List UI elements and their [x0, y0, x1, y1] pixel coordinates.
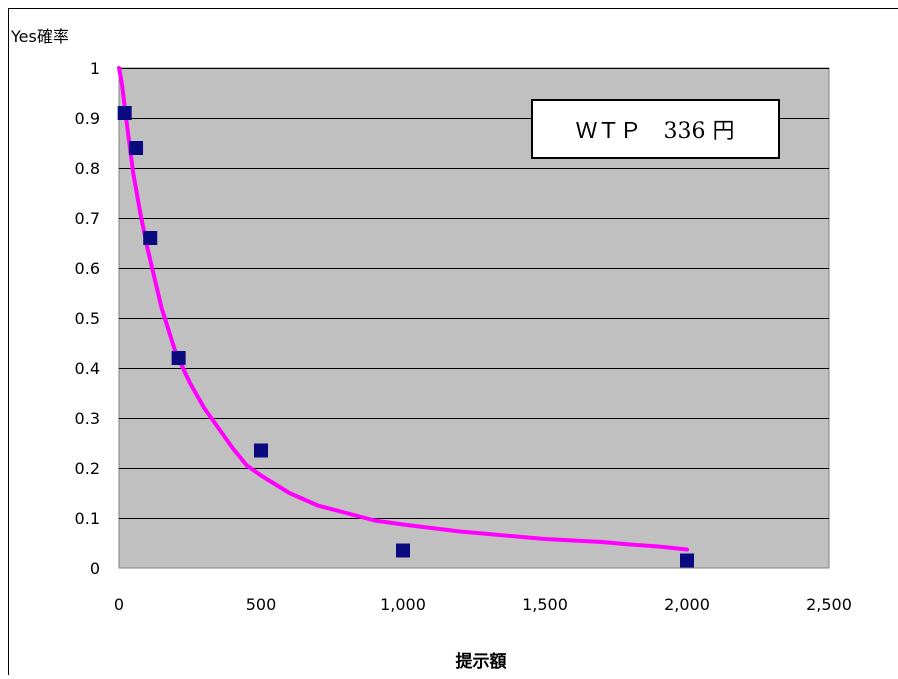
x-tick-label: 0: [114, 595, 124, 614]
x-axis-title: 提示額: [456, 651, 507, 672]
data-point-marker: [396, 543, 410, 558]
x-axis-ticks: 0 500 1,000 1,500 2,000 2,500: [114, 595, 852, 614]
y-tick-label: 0.8: [75, 159, 100, 178]
y-tick-label: 0.6: [75, 259, 100, 278]
y-tick-label: 0: [90, 559, 100, 578]
y-axis-title: Yes確率: [10, 27, 69, 46]
wtp-annotation-label: ＷＴＰ 336 円: [576, 119, 735, 144]
data-point-marker: [680, 553, 694, 568]
y-tick-label: 0.2: [75, 459, 100, 478]
data-point-marker: [254, 443, 268, 458]
x-tick-label: 1,500: [522, 595, 568, 614]
data-point-marker: [117, 106, 132, 120]
y-tick-label: 0.9: [75, 109, 100, 128]
x-tick-label: 2,500: [806, 595, 852, 614]
y-tick-label: 0.5: [75, 309, 100, 328]
wtp-annotation-border: [531, 99, 780, 159]
data-point-marker: [171, 351, 186, 365]
data-point-marker: [143, 231, 158, 245]
data-point-marker: [129, 141, 144, 155]
x-tick-label: 1,000: [380, 595, 426, 614]
y-tick-label: 0.4: [75, 359, 100, 378]
y-tick-label: 0.7: [75, 209, 100, 228]
y-axis-ticks: 0 0.1 0.2 0.3 0.4 0.5 0.6 0.7 0.8 0.9 1: [75, 59, 100, 578]
observed-points: [117, 106, 694, 568]
x-tick-label: 2,000: [664, 595, 710, 614]
y-tick-label: 0.3: [75, 409, 100, 428]
wtp-annotation-box: ＷＴＰ 336 円: [531, 99, 780, 159]
y-tick-label: 0.1: [75, 509, 100, 528]
y-tick-label: 1: [90, 59, 100, 78]
x-tick-label: 500: [246, 595, 277, 614]
